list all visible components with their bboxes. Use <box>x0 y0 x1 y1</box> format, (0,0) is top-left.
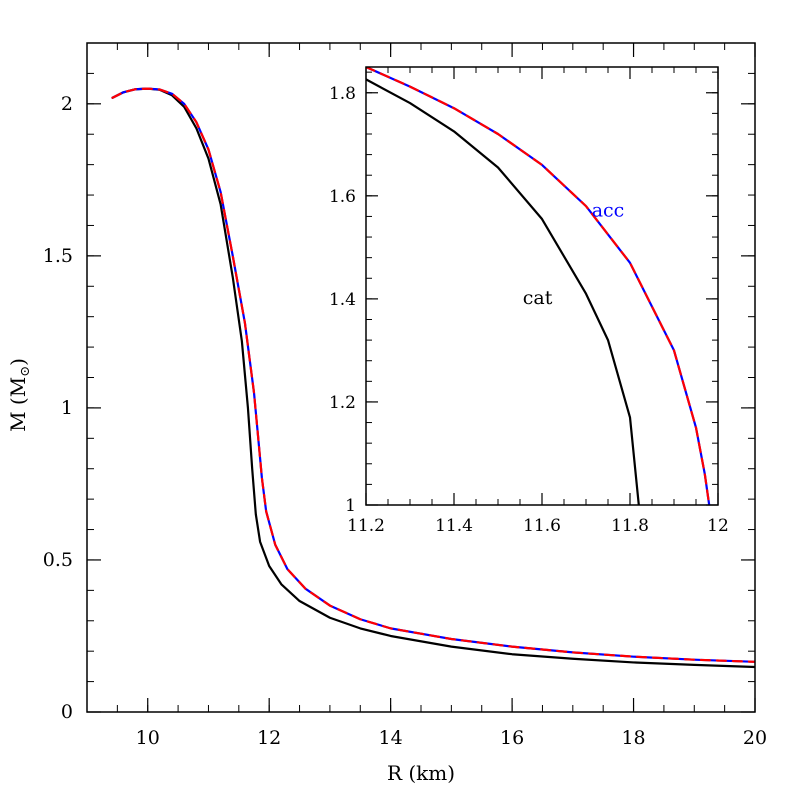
y-tick-label: 2 <box>61 93 73 115</box>
y-tick-label: 1 <box>61 397 73 419</box>
inset-annotations: acc cat <box>523 199 625 309</box>
x-tick-label: 20 <box>743 727 767 749</box>
y-axis-label-close: ) <box>6 358 30 366</box>
main-series-line-2 <box>111 87 755 663</box>
main-series <box>111 87 755 669</box>
main-plot-panel: 10 12 14 16 18 20 0 0.5 1 1.5 2 <box>43 42 767 749</box>
inset-annotation-cat: cat <box>523 287 553 309</box>
x-tick-label: 10 <box>136 727 160 749</box>
y-tick-label: 0.5 <box>43 549 73 571</box>
x-tick-label: 16 <box>500 727 524 749</box>
y-tick-label: 1.4 <box>329 290 356 310</box>
x-tick-label: 12 <box>707 516 729 536</box>
y-tick-label: 1.5 <box>43 245 73 267</box>
y-axis-label-base: M (M <box>6 377 30 432</box>
x-axis-label: R (km) <box>387 761 455 785</box>
y-tick-label: 1.8 <box>329 84 356 104</box>
inset-annotation-acc: acc <box>592 199 625 221</box>
y-tick-label: 1.6 <box>329 187 356 207</box>
inset-plot-frame <box>365 66 719 506</box>
x-tick-label: 11.6 <box>523 516 561 536</box>
x-tick-label: 11.4 <box>435 516 473 536</box>
main-plot-frame <box>86 42 756 713</box>
y-axis-label-subscript: ⊙ <box>18 366 33 377</box>
x-tick-label: 18 <box>621 727 645 749</box>
y-tick-label: 0 <box>61 701 73 723</box>
x-tick-label: 11.8 <box>611 516 649 536</box>
main-tick-labels: 10 12 14 16 18 20 0 0.5 1 1.5 2 <box>43 93 767 749</box>
y-tick-label: 1 <box>345 496 356 516</box>
x-tick-label: 12 <box>257 727 281 749</box>
y-tick-label: 1.2 <box>329 393 356 413</box>
inset-series-line-2 <box>366 67 711 505</box>
inset-background <box>366 67 718 505</box>
y-axis-label: M (M⊙) <box>6 358 33 432</box>
x-tick-label: 14 <box>379 727 403 749</box>
x-tick-label: 11.2 <box>347 516 385 536</box>
inset-series <box>366 67 711 505</box>
inset-series-line-0 <box>366 78 640 505</box>
